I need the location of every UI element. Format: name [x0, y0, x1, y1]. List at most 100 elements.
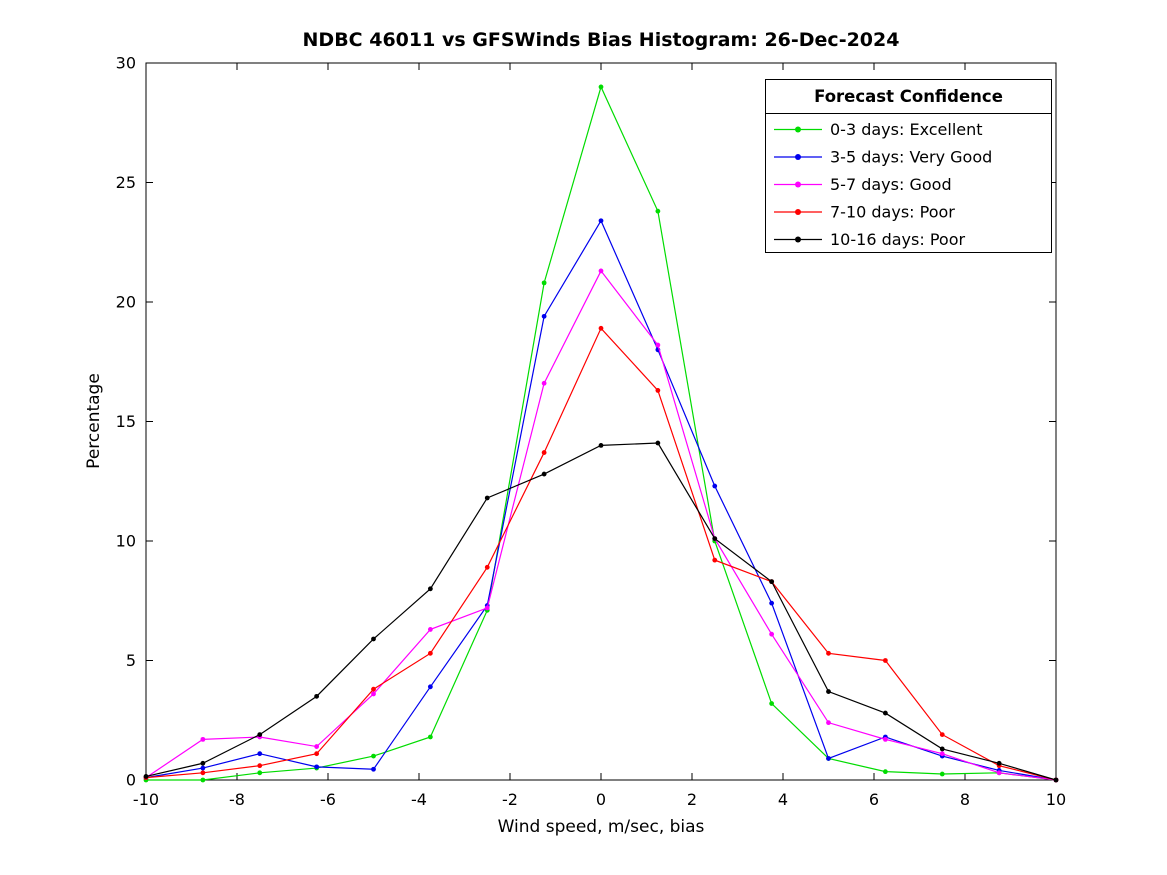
data-point — [427, 586, 433, 592]
data-point — [427, 684, 433, 690]
legend-marker — [795, 236, 801, 243]
legend: Forecast Confidence 0-3 days: Excellent 3… — [765, 79, 1052, 253]
data-point — [541, 471, 547, 477]
y-tick-label: 5 — [126, 651, 136, 670]
data-point — [257, 732, 263, 737]
legend-marker — [795, 209, 801, 215]
data-point — [712, 557, 718, 563]
legend-item-4: 10-16 days: Poor — [774, 230, 965, 249]
x-axis-label: Wind speed, m/sec, bias — [498, 817, 705, 837]
data-point — [939, 751, 945, 757]
data-point — [996, 770, 1002, 776]
data-point — [314, 764, 320, 770]
data-point — [655, 388, 661, 393]
data-point — [712, 483, 718, 489]
data-point — [882, 658, 888, 663]
series-lines — [143, 84, 1059, 783]
data-point — [712, 536, 718, 542]
legend-item-1: 3-5 days: Very Good — [774, 148, 992, 167]
y-tick-label: 10 — [116, 532, 136, 551]
data-point — [371, 753, 376, 759]
legend-item-label: 7-10 days: Poor — [830, 203, 955, 222]
x-tick-label: -10 — [133, 790, 159, 809]
legend-item-label: 0-3 days: Excellent — [830, 120, 983, 139]
y-axis-label: Percentage — [84, 373, 104, 469]
legend-box — [765, 79, 1052, 253]
data-point — [882, 769, 888, 775]
data-point — [371, 766, 376, 772]
data-point — [826, 689, 831, 694]
data-point — [655, 342, 661, 348]
data-point — [314, 744, 320, 749]
x-tick-label: 6 — [869, 790, 879, 809]
data-point — [769, 701, 775, 706]
data-point — [655, 208, 661, 214]
data-point — [939, 746, 945, 752]
series-3 — [143, 325, 1059, 783]
data-point — [882, 736, 888, 742]
x-tick-label: -4 — [411, 790, 427, 809]
data-point — [200, 770, 206, 776]
data-point — [826, 720, 831, 726]
data-point — [371, 686, 376, 692]
x-tick-label: 2 — [687, 790, 697, 809]
legend-items: 0-3 days: Excellent 3-5 days: Very Good 5-… — [774, 120, 992, 249]
data-point — [541, 313, 547, 319]
data-point — [484, 605, 490, 611]
data-point — [826, 756, 831, 761]
data-point — [484, 495, 490, 501]
data-point — [427, 734, 433, 740]
y-tick-label: 25 — [116, 173, 136, 192]
data-point — [939, 732, 945, 737]
data-point — [314, 693, 320, 699]
x-tick-label: 4 — [778, 790, 788, 809]
series-4 — [143, 440, 1059, 783]
data-point — [257, 751, 263, 757]
data-point — [598, 268, 604, 274]
legend-item-0: 0-3 days: Excellent — [774, 120, 983, 139]
data-point — [655, 440, 661, 446]
legend-marker — [795, 154, 801, 160]
data-point — [541, 380, 547, 386]
data-point — [1053, 777, 1059, 783]
data-point — [200, 765, 206, 771]
series-1 — [143, 218, 1059, 783]
data-point — [200, 777, 206, 783]
x-tick-label: -6 — [320, 790, 336, 809]
data-point — [484, 564, 490, 570]
legend-item-2: 5-7 days: Good — [774, 175, 952, 194]
series-line-4 — [145, 442, 1057, 781]
legend-item-label: 10-16 days: Poor — [830, 230, 965, 249]
legend-title: Forecast Confidence — [814, 87, 1003, 106]
data-point — [371, 636, 376, 642]
series-line-1 — [145, 219, 1057, 781]
x-tick-label: 10 — [1046, 790, 1066, 809]
data-point — [427, 627, 433, 632]
y-tick-label: 20 — [116, 293, 136, 312]
data-point — [939, 771, 945, 777]
data-point — [996, 760, 1002, 766]
data-point — [826, 650, 831, 656]
data-point — [598, 325, 604, 331]
data-point — [598, 84, 604, 90]
axis-ticks: -10 -8 -6 -4 -2 0 2 4 6 8 10 0 5 10 15 20 25 30 — [116, 54, 1067, 810]
data-point — [882, 710, 888, 716]
series-line-3 — [145, 327, 1057, 781]
legend-item-3: 7-10 days: Poor — [774, 203, 955, 222]
data-point — [200, 760, 206, 766]
data-point — [200, 736, 206, 742]
x-tick-label: 0 — [596, 790, 606, 809]
data-point — [541, 450, 547, 455]
data-point — [427, 650, 433, 656]
legend-item-label: 5-7 days: Good — [830, 175, 952, 194]
data-point — [143, 774, 149, 779]
y-tick-label: 15 — [116, 412, 136, 431]
data-point — [598, 218, 604, 224]
data-point — [371, 691, 376, 697]
x-tick-label: 8 — [960, 790, 970, 809]
x-tick-label: -8 — [229, 790, 245, 809]
data-point — [314, 751, 320, 757]
data-point — [769, 631, 775, 637]
